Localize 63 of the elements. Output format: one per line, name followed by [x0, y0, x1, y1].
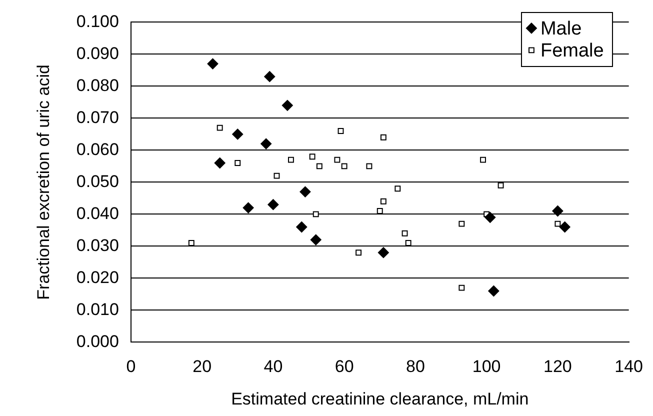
x-tick-label: 100 — [472, 357, 501, 376]
point — [242, 202, 254, 214]
point — [380, 134, 386, 140]
point — [376, 208, 383, 214]
legend-label: Female — [540, 40, 604, 62]
point — [260, 138, 272, 150]
x-tick-label: 0 — [126, 357, 136, 376]
x-axis-title: Estimated creatinine clearance, mL/min — [231, 389, 529, 408]
point — [380, 198, 386, 204]
point — [296, 222, 308, 232]
y-tick-label: 0.030 — [76, 236, 119, 255]
point — [458, 284, 465, 291]
x-tick-label: 20 — [192, 357, 212, 376]
point — [316, 163, 322, 170]
point — [402, 230, 408, 236]
x-tick-label: 80 — [406, 357, 425, 376]
point — [341, 163, 348, 170]
point — [234, 160, 241, 166]
point — [552, 206, 564, 216]
y-tick-label: 0.020 — [76, 268, 119, 287]
y-tick-label: 0.070 — [76, 108, 119, 127]
y-tick-label: 0.050 — [76, 172, 119, 191]
point — [309, 154, 316, 160]
point — [216, 124, 223, 131]
point — [378, 247, 389, 258]
y-tick-label: 0.100 — [76, 12, 119, 31]
point — [188, 240, 194, 246]
point — [268, 199, 279, 210]
x-tick-label: 120 — [544, 357, 572, 376]
y-tick-label: 0.010 — [76, 300, 119, 319]
point — [366, 163, 372, 170]
point — [356, 250, 362, 256]
point — [310, 234, 322, 246]
point — [232, 128, 244, 140]
point — [559, 222, 570, 232]
point — [488, 286, 500, 296]
point — [480, 156, 486, 163]
point — [484, 212, 496, 223]
point — [498, 182, 504, 188]
point — [458, 220, 465, 227]
x-tick-label: 60 — [334, 357, 354, 376]
y-tick-label: 0.040 — [76, 204, 119, 223]
point — [554, 220, 561, 227]
point — [334, 156, 340, 163]
point — [288, 156, 294, 163]
y-tick-label: 0.080 — [76, 76, 119, 95]
point — [338, 128, 344, 134]
point — [214, 158, 226, 168]
point — [405, 240, 412, 246]
point — [282, 100, 293, 111]
point — [207, 58, 218, 70]
point — [394, 186, 401, 192]
x-tick-label: 40 — [264, 357, 283, 376]
y-tick-label: 0.000 — [76, 332, 119, 351]
point — [274, 172, 280, 179]
point — [312, 211, 319, 218]
point — [264, 71, 276, 82]
y-tick-label: 0.060 — [76, 140, 119, 159]
y-axis-title: Fractional excretion of uric acid — [34, 64, 53, 300]
legend-label: Male — [540, 18, 582, 40]
point — [300, 186, 311, 198]
y-tick-label: 0.090 — [76, 44, 119, 63]
x-tick-label: 140 — [614, 357, 644, 376]
